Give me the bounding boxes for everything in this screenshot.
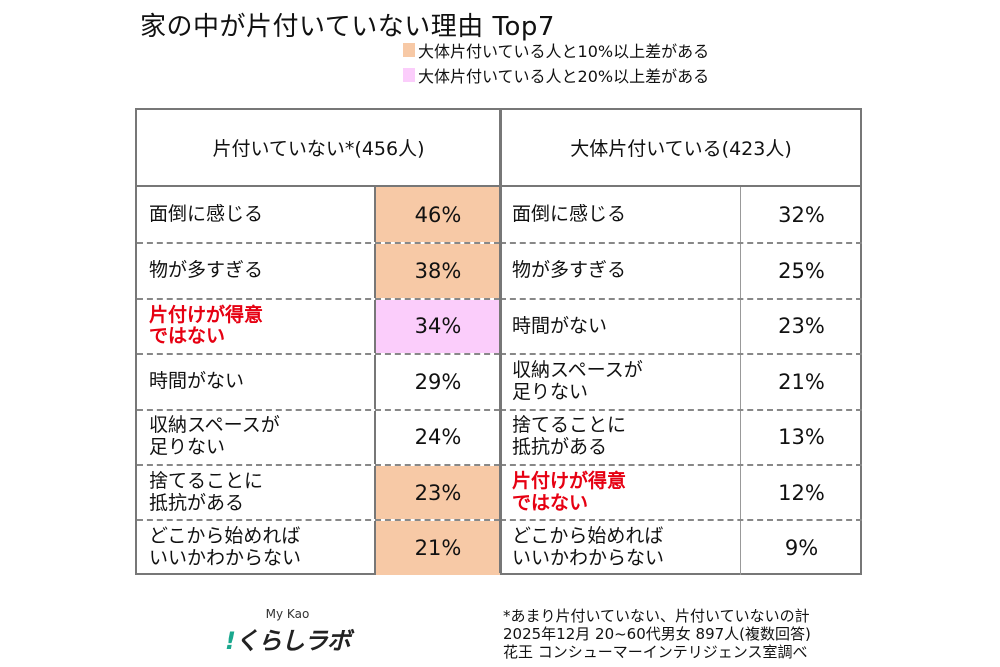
- reason-label: 捨てることに 抵抗がある: [512, 414, 627, 459]
- percentage-value: 21%: [740, 355, 862, 409]
- reason-label: 面倒に感じる: [149, 202, 264, 225]
- reason-label: 収納スペースが 足りない: [512, 359, 643, 403]
- percentage-value: 23%: [374, 466, 500, 520]
- table-row: 時間がない 29%: [137, 353, 500, 409]
- reason-label: 物が多すぎる: [512, 259, 627, 282]
- percentage-value: 21%: [374, 521, 500, 575]
- table-row: 片付けが得意 ではない 12%: [500, 464, 862, 520]
- column-header: 大体片付いている(423人): [500, 110, 862, 187]
- reason-label: 収納スペースが 足りない: [149, 414, 280, 459]
- reason-label: 面倒に感じる: [512, 202, 627, 225]
- legend-label: 大体片付いている人と10%以上差がある: [418, 42, 710, 61]
- chart-title: 家の中が片付いていない理由 Top7: [140, 12, 555, 42]
- table-row: 捨てることに 抵抗がある 13%: [500, 408, 862, 464]
- table-row: 捨てることに 抵抗がある 23%: [137, 464, 500, 520]
- percentage-value: 24%: [374, 410, 500, 464]
- legend-10pct: 大体片付いている人と10%以上差がある: [403, 38, 709, 62]
- legend-20pct: 大体片付いている人と20%以上差がある: [403, 63, 709, 87]
- reason-label: どこから始めれば いいかわからない: [149, 525, 302, 570]
- percentage-value: 25%: [740, 244, 862, 298]
- table-row: 時間がない 23%: [500, 297, 862, 354]
- column-divider: [499, 110, 502, 573]
- reason-label: どこから始めれば いいかわからない: [512, 525, 665, 570]
- table-row: 物が多すぎる 25%: [500, 242, 862, 298]
- logo-top: My Kao: [265, 607, 310, 621]
- legend-swatch-pink: [403, 68, 415, 82]
- legend-label: 大体片付いている人と20%以上差がある: [418, 67, 710, 86]
- percentage-value: 29%: [374, 355, 500, 409]
- table-row: 面倒に感じる 32%: [500, 187, 862, 243]
- percentage-value: 46%: [374, 187, 500, 243]
- table-row: どこから始めれば いいかわからない 21%: [137, 519, 500, 575]
- reason-label: 片付けが得意 ではない: [149, 303, 264, 348]
- table-row: 収納スペースが 足りない 24%: [137, 408, 500, 464]
- table-row: 片付けが得意 ではない 34%: [137, 297, 500, 354]
- table-row: 面倒に感じる 46%: [137, 187, 500, 243]
- table-row: どこから始めれば いいかわからない 9%: [500, 519, 862, 575]
- column-header: 片付いていない*(456人): [137, 110, 500, 187]
- percentage-value: 38%: [374, 244, 500, 298]
- reason-label: 捨てることに 抵抗がある: [149, 469, 264, 514]
- percentage-value: 23%: [740, 299, 862, 354]
- table-row: 収納スペースが 足りない 21%: [500, 353, 862, 409]
- percentage-value: 9%: [740, 521, 862, 575]
- reason-label: 時間がない: [512, 314, 608, 337]
- percentage-value: 32%: [740, 187, 862, 243]
- legend-swatch-orange: [403, 43, 415, 57]
- reason-label: 物が多すぎる: [149, 259, 264, 282]
- reason-label: 時間がない: [149, 369, 245, 392]
- note: *あまり片付いていない、片付いていないの計: [503, 607, 810, 625]
- comparison-table: 片付いていない*(456人) 面倒に感じる 46% 物が多すぎる 38% 片付けが得意 で…: [135, 108, 862, 575]
- footnotes: *あまり片付いていない、片付いていないの計 2025年12月 20~60代男女 …: [503, 607, 811, 661]
- kurashi-lab-logo: My Kao !くらしラボ: [225, 607, 351, 656]
- percentage-value: 34%: [374, 299, 500, 354]
- note: 2025年12月 20~60代男女 897人(複数回答): [503, 625, 811, 643]
- logo-main: !くらしラボ: [225, 627, 351, 655]
- percentage-value: 13%: [740, 410, 862, 464]
- reason-label: 片付けが得意 ではない: [512, 469, 627, 514]
- table-row: 物が多すぎる 38%: [137, 242, 500, 298]
- percentage-value: 12%: [740, 466, 862, 520]
- note: 花王 コンシューマーインテリジェンス室調べ: [503, 643, 808, 661]
